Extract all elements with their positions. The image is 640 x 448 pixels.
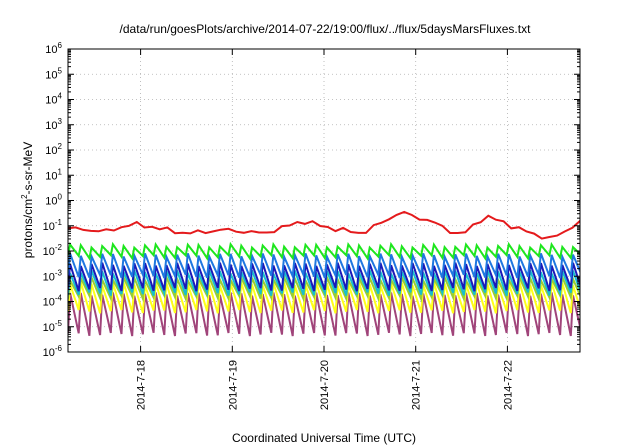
y-tick-label: 102 xyxy=(45,142,62,157)
series-line-2 xyxy=(68,250,580,281)
x-tick-label: 2014-7-21 xyxy=(411,360,423,410)
y-tick-label: 103 xyxy=(45,117,62,132)
y-axis-label-rest: -s-sr-MeV xyxy=(21,142,35,195)
x-tick-label: 2014-7-18 xyxy=(136,360,148,410)
y-tick-label: 10-1 xyxy=(43,218,63,233)
y-tick-label: 105 xyxy=(45,66,62,81)
x-tick-label: 2014-7-22 xyxy=(502,360,514,410)
y-axis-label-main: protons/cm xyxy=(21,199,35,258)
x-tick-label: 2014-7-19 xyxy=(227,360,239,410)
y-axis-label: protons/cm2-s-sr-MeV xyxy=(20,142,35,258)
y-axis: 10-6 10-5 10-4 10-3 10-2 10-1 100 101 102 103 104 1… xyxy=(43,41,580,359)
series-line-1 xyxy=(68,241,580,261)
series-line-0 xyxy=(68,210,580,240)
y-tick-label: 104 xyxy=(45,92,62,107)
series-group xyxy=(68,210,580,337)
y-tick-label: 10-3 xyxy=(43,268,63,283)
x-tick-label: 2014-7-20 xyxy=(319,360,331,410)
y-axis-label-superscript: 2 xyxy=(20,194,29,199)
y-tick-label: 10-5 xyxy=(43,319,63,334)
y-tick-label: 10-2 xyxy=(43,243,63,258)
y-tick-label: 100 xyxy=(45,193,62,208)
y-tick-label: 10-4 xyxy=(43,294,63,309)
y-tick-label: 101 xyxy=(45,167,62,182)
y-tick-label: 106 xyxy=(45,41,62,56)
chart-title: /data/run/goesPlots/archive/2014-07-22/1… xyxy=(120,22,532,36)
y-tick-label: 10-6 xyxy=(43,344,63,359)
x-axis: 2014-7-18 2014-7-19 2014-7-20 2014-7-21 2014… xyxy=(136,49,514,410)
x-axis-label: Coordinated Universal Time (UTC) xyxy=(232,431,416,445)
